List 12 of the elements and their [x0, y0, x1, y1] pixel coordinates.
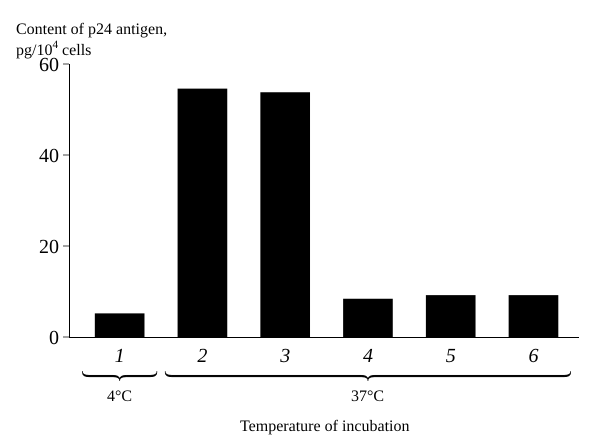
x-tick-label: 1	[114, 345, 125, 367]
text: 4°C	[107, 388, 132, 405]
x-tick-label: 5	[446, 345, 456, 367]
x-tick-label: 2	[197, 345, 208, 367]
text: 37°C	[351, 388, 384, 405]
x-tick-label: 6	[528, 345, 538, 367]
x-tick-label: 3	[279, 345, 290, 367]
y-tick-label: 40	[39, 145, 59, 167]
y-tick-label: 20	[39, 236, 59, 258]
x-axis-title: Temperature of incubation	[240, 418, 410, 435]
y-tick-label: 0	[49, 327, 59, 349]
x-tick-label: 4	[362, 345, 373, 367]
